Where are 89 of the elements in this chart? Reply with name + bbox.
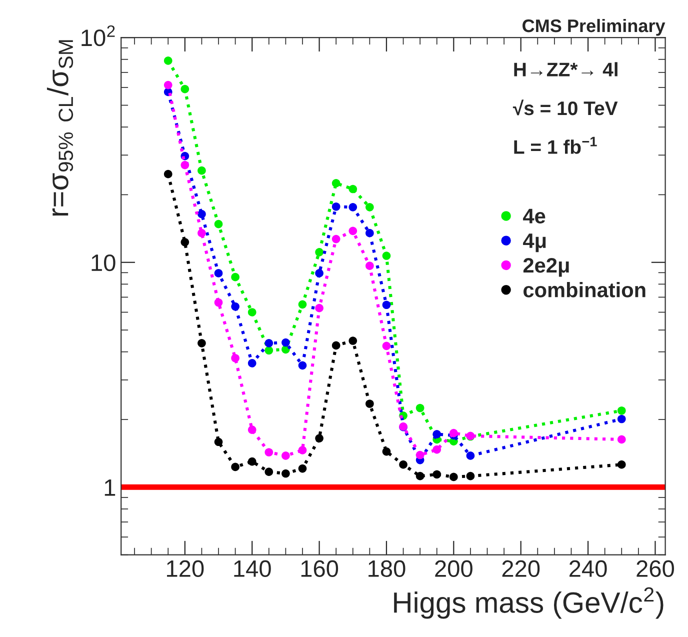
x-tick-label: 140 [234,560,271,578]
point [432,445,442,454]
x-tick-label: 160 [301,560,338,578]
point [180,238,190,246]
point [164,56,172,65]
point [298,361,307,370]
point [382,252,391,260]
x-tick-label: 200 [435,560,472,578]
point [382,342,391,350]
point [416,450,424,460]
point [315,434,324,442]
x-tick-label: 240 [570,560,607,578]
point [449,472,458,482]
point [617,460,626,469]
legend-label: 4e [523,208,546,224]
y-tick-label: 10 [92,254,116,272]
point [348,226,358,236]
point [366,262,374,270]
point [466,452,475,460]
point [214,220,223,228]
point [449,428,458,438]
point [264,448,274,456]
point [382,447,391,456]
point [282,452,290,460]
point [180,160,190,170]
point [214,438,223,446]
point [332,341,340,350]
y-tick-label: 1 [104,479,116,496]
point [315,269,324,278]
y-tick-label: 10$^{2}$ [82,25,115,46]
point [231,462,240,472]
point [332,234,340,244]
point [248,359,256,368]
point [214,298,223,307]
point [198,339,206,348]
x-axis-title: Higgs mass (GeV/c$^{2}$) [394,587,664,619]
legend-label: combination [524,282,646,298]
point [332,179,340,188]
point [248,426,256,434]
point [366,228,374,238]
chart-title: CMS Preliminary [522,18,666,36]
point [282,338,290,347]
point [332,202,340,211]
point [298,446,307,454]
point [366,400,374,408]
point [264,468,274,476]
x-tick-label: 220 [502,560,540,578]
point [348,203,358,212]
point [298,300,307,309]
annotation: L = 1 fb$^{−1}$ [514,136,597,154]
point [617,435,626,444]
point [231,354,240,362]
point [298,464,307,473]
point [348,184,358,194]
point [399,460,408,469]
point [416,404,424,412]
point [315,304,324,312]
point [231,302,240,311]
point [180,84,190,94]
point [198,228,206,238]
point [231,272,240,282]
annotation: √s = 10 TeV [512,100,618,116]
point [366,203,374,212]
point [214,269,223,278]
point [248,308,256,316]
point [382,300,391,310]
annotation: H→ZZ*→ 4l [514,62,618,76]
point [617,406,626,415]
point [164,80,172,90]
legend-label: 4μ [523,234,546,252]
point [617,414,626,424]
point [248,457,256,466]
point [348,336,358,345]
point [164,170,172,178]
point [264,339,274,348]
point [432,470,442,479]
y-axis-title: r=σ$_{95% CL}$/σ$_{SM}$ [46,40,74,216]
point [315,248,324,256]
x-tick-label: 180 [368,560,406,578]
point [282,469,290,478]
point [432,430,442,438]
x-tick-label: 120 [167,560,204,578]
point [416,472,424,480]
point [198,166,206,175]
point [198,210,206,218]
point [264,346,274,355]
x-tick-label: 260 [636,560,674,578]
point [466,472,475,480]
legend-label: 2e2μ [523,258,569,277]
